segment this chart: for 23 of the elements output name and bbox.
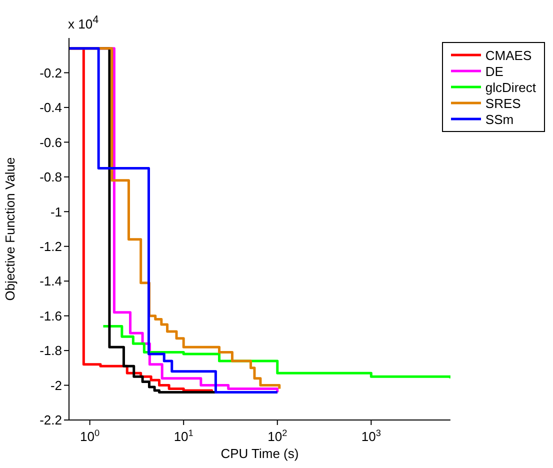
x-tick-label: 10$^{3}$ bbox=[361, 428, 381, 444]
y-tick-label: -0.4 bbox=[40, 100, 62, 116]
y-tick-label: -1.6 bbox=[40, 308, 62, 324]
x-tick-label: 10$^{1}$ bbox=[174, 428, 194, 444]
y-tick-label: -0.6 bbox=[40, 134, 62, 150]
x-tick-label: 10$^{2}$ bbox=[268, 428, 288, 444]
y-tick-label: -1.2 bbox=[40, 238, 62, 254]
x-axis-title: CPU Time (s) bbox=[220, 446, 299, 461]
y-tick-label: -1 bbox=[50, 204, 62, 220]
x-tick-label: 10$^{0}$ bbox=[80, 428, 100, 444]
y-tick-label: -1.4 bbox=[40, 274, 62, 289]
legend-label: glcDirect bbox=[485, 80, 536, 94]
legend-label: SSm bbox=[485, 112, 514, 126]
text: x 10$^{4}$ bbox=[68, 14, 99, 32]
legend-label: DE bbox=[485, 64, 504, 78]
y-axis-title: Objective Function Value bbox=[2, 157, 18, 301]
legend-label: SRES bbox=[485, 96, 521, 110]
y-tick-label: -0.2 bbox=[40, 65, 62, 80]
y-tick-label: -2.2 bbox=[40, 412, 62, 428]
y-tick-label: -1.8 bbox=[40, 343, 62, 358]
legend-label: CMAES bbox=[485, 48, 532, 62]
y-tick-label: -2 bbox=[50, 378, 62, 393]
y-tick-label: -0.8 bbox=[40, 170, 62, 185]
